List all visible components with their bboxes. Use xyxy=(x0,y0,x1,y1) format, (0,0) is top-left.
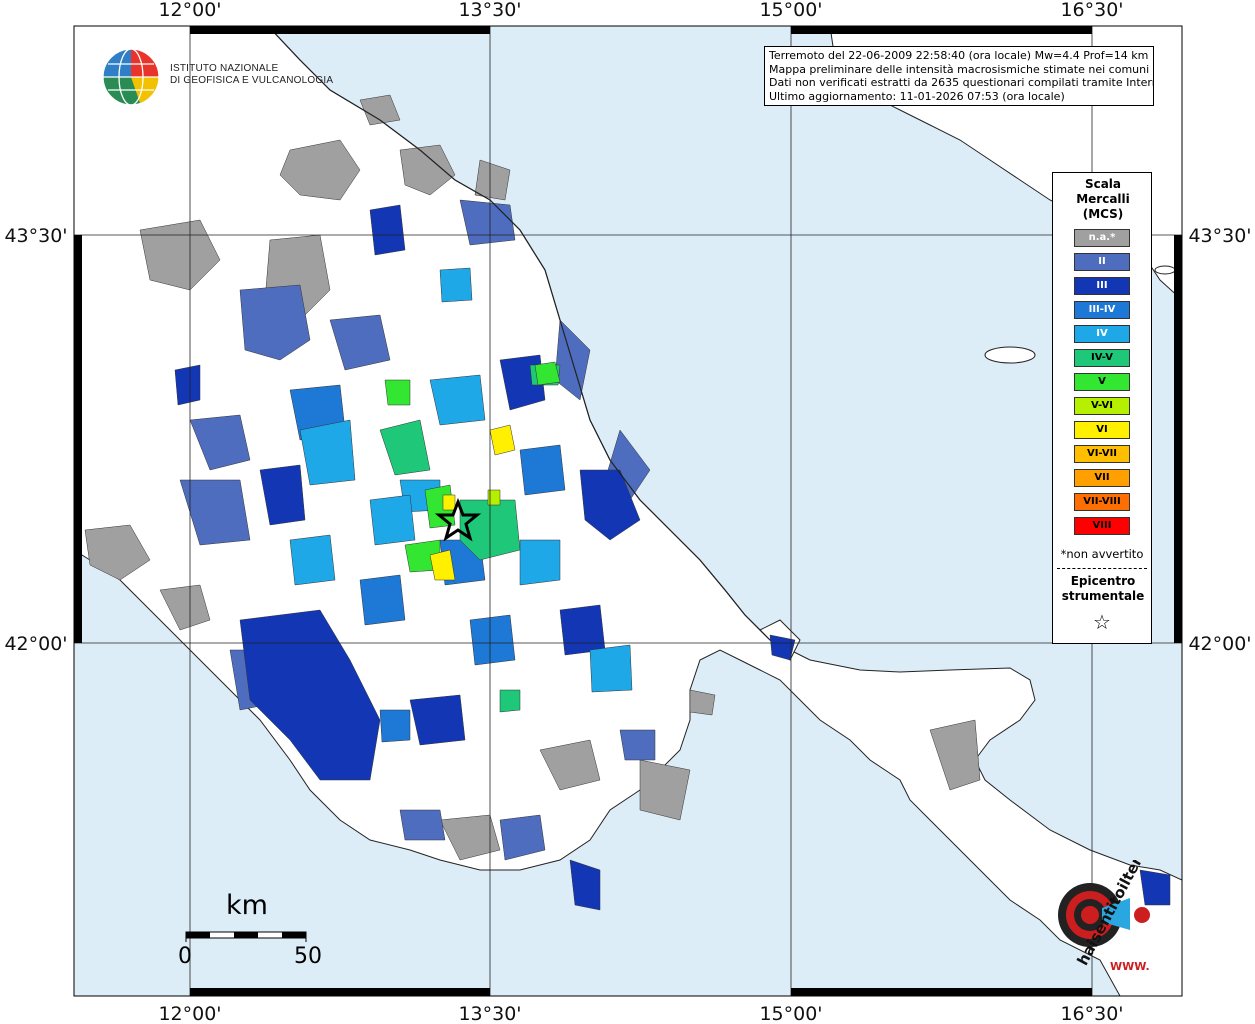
badge-www: WWW. xyxy=(1110,960,1150,973)
coord-top-1: 12°00' xyxy=(158,0,221,21)
scale-start: 0 xyxy=(178,944,192,969)
coord-right-2: 42°00' xyxy=(1188,633,1251,655)
info-line-3: Dati non verificati estratti da 2635 que… xyxy=(769,76,1154,89)
legend-epicentro: Epicentro strumentale xyxy=(1061,574,1145,603)
scale-unit: km xyxy=(226,890,268,921)
island xyxy=(1154,265,1176,275)
logo-line-2: DI GEOFISICA E VULCANOLOGIA xyxy=(170,75,334,86)
intensity-III-areas xyxy=(174,204,1171,911)
intensity-VI-areas xyxy=(429,424,516,581)
legend-star-icon: ☆ xyxy=(1093,610,1111,634)
legend-swatch-vi: VI xyxy=(1074,421,1130,439)
frame-ticks xyxy=(74,26,1182,996)
earthquake-info-box: Terremoto del 22-06-2009 22:58:40 (ora l… xyxy=(764,46,1154,106)
info-line-4: Ultimo aggiornamento: 11-01-2026 07:53 (… xyxy=(769,89,1065,103)
legend-swatch-na: n.a.* xyxy=(1074,229,1130,247)
intensity-IV-areas xyxy=(289,267,633,693)
legend-items: n.a.* II III III-IV IV IV-V V V-VI VI VI-VII VII VI… xyxy=(1074,229,1130,541)
adriatic-coastline xyxy=(267,26,771,641)
coord-left-1: 43°30' xyxy=(4,225,67,247)
legend-title: Scala Mercalli (MCS) xyxy=(1076,177,1130,221)
info-line-2: Mappa preliminare delle intensità macros… xyxy=(769,62,1150,76)
coord-bottom-3: 15°00' xyxy=(759,1003,822,1024)
legend-separator xyxy=(1057,568,1147,569)
scale-bar xyxy=(185,931,307,942)
legend-swatch-iv: IV xyxy=(1074,325,1130,343)
legend-swatch-ii: II xyxy=(1074,253,1130,271)
legend-swatch-iv-v: IV-V xyxy=(1074,349,1130,367)
coord-top-4: 16°30' xyxy=(1060,0,1123,21)
coord-top-2: 13°30' xyxy=(458,0,521,21)
legend-swatch-viii: VIII xyxy=(1074,517,1130,535)
ingv-logo-text: ISTITUTO NAZIONALE DI GEOFISICA E VULCAN… xyxy=(170,63,333,87)
legend-swatch-v-vi: V-VI xyxy=(1074,397,1130,415)
hai-sentito-badge: haisentitoilterremoto.it WWW. xyxy=(1058,860,1180,973)
info-line-1: Terremoto del 22-06-2009 22:58:40 (ora l… xyxy=(769,49,1149,62)
legend-swatch-vi-vii: VI-VII xyxy=(1074,445,1130,463)
coord-bottom-2: 13°30' xyxy=(458,1003,521,1024)
intensity-V-areas xyxy=(384,361,561,573)
coord-top-3: 15°00' xyxy=(759,0,822,21)
ingv-logo xyxy=(102,48,160,106)
intensity-V-VI-areas xyxy=(487,489,501,506)
legend-swatch-v: V xyxy=(1074,373,1130,391)
coord-bottom-4: 16°30' xyxy=(1060,1003,1123,1024)
legend-swatch-vii-viii: VII-VIII xyxy=(1074,493,1130,511)
coord-right-1: 43°30' xyxy=(1188,225,1251,247)
scale-end: 50 xyxy=(294,944,322,969)
logo-line-1: ISTITUTO NAZIONALE xyxy=(170,63,279,74)
coord-bottom-1: 12°00' xyxy=(158,1003,221,1024)
island xyxy=(984,346,1036,364)
intensity-II-areas xyxy=(179,199,656,861)
intensity-legend: Scala Mercalli (MCS) n.a.* II III III-IV IV I… xyxy=(1052,172,1152,644)
legend-swatch-iii: III xyxy=(1074,277,1130,295)
legend-swatch-vii: VII xyxy=(1074,469,1130,487)
legend-swatch-iii-iv: III-IV xyxy=(1074,301,1130,319)
coord-left-2: 42°00' xyxy=(4,633,67,655)
legend-non-avvertito: *non avvertito xyxy=(1060,547,1144,561)
epicenter-star xyxy=(434,497,482,542)
